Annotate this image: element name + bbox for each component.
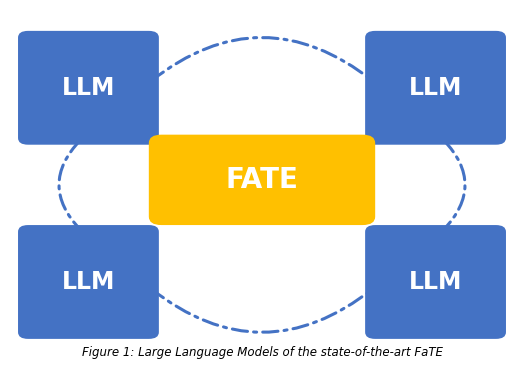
- Text: LLM: LLM: [62, 76, 115, 100]
- FancyBboxPatch shape: [18, 31, 159, 145]
- FancyBboxPatch shape: [18, 225, 159, 339]
- Text: LLM: LLM: [409, 270, 462, 294]
- FancyBboxPatch shape: [365, 31, 506, 145]
- Text: LLM: LLM: [62, 270, 115, 294]
- Text: Figure 1: Large Language Models of the state-of-the-art FaTE: Figure 1: Large Language Models of the s…: [82, 346, 442, 359]
- Text: LLM: LLM: [409, 76, 462, 100]
- Text: FATE: FATE: [225, 166, 299, 194]
- FancyBboxPatch shape: [365, 225, 506, 339]
- FancyBboxPatch shape: [149, 135, 375, 225]
